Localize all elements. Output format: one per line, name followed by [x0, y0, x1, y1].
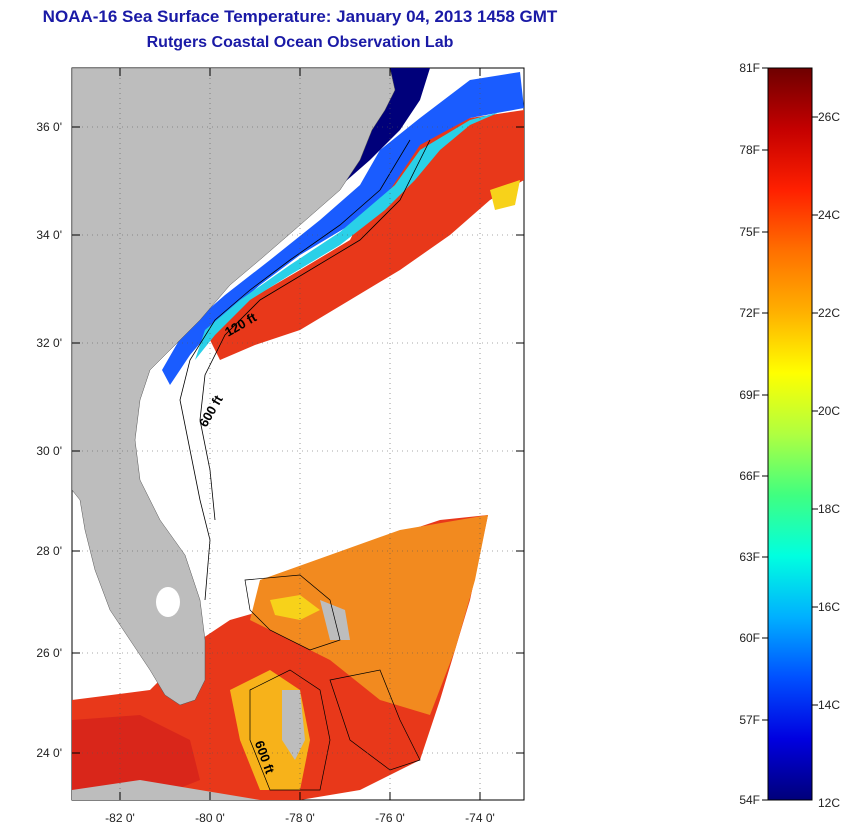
lat-label-24: 24 0' [36, 746, 62, 760]
colorbar-ticks [762, 67, 818, 801]
cb-f-81: 81F [739, 61, 760, 75]
colorbar-bar [767, 67, 813, 801]
sst-cyan-shelf [195, 112, 500, 360]
map-panel: 120 ft 600 ft 600 ft 36 0' 34 0' 32 0' 3… [36, 67, 525, 825]
lat-label-26: 26 0' [36, 646, 62, 660]
cb-c-18: 18C [818, 502, 840, 516]
land-andros [282, 690, 305, 760]
map-subtitle: Rutgers Coastal Ocean Observation Lab [146, 34, 454, 51]
lon-label-80: -80 0' [195, 811, 225, 825]
contour-bahamas-2 [249, 669, 331, 791]
cb-f-60: 60F [739, 631, 760, 645]
contour-bahamas [244, 574, 341, 651]
sst-yellow-patch-2 [490, 180, 520, 210]
cb-f-69: 69F [739, 388, 760, 402]
lat-label-28: 28 0' [36, 544, 62, 558]
sst-south-red-2 [72, 715, 200, 800]
cb-f-78: 78F [739, 143, 760, 157]
sst-south-orange [250, 515, 488, 715]
cb-f-63: 63F [739, 550, 760, 564]
cb-f-72: 72F [739, 306, 760, 320]
cb-c-26: 26C [818, 110, 840, 124]
contour-120ft [179, 139, 411, 601]
land-cuba [72, 780, 260, 800]
map-gridlines [72, 68, 524, 800]
cb-f-66: 66F [739, 469, 760, 483]
cb-f-54: 54F [739, 793, 760, 807]
cb-c-24: 24C [818, 208, 840, 222]
cb-c-20: 20C [818, 404, 840, 418]
lat-label-36: 36 0' [36, 120, 62, 134]
lon-label-82: -82 0' [105, 811, 135, 825]
colorbar: 81F 78F 75F 72F 69F 66F 63F 60F 57F 54F … [739, 61, 840, 810]
cb-c-14: 14C [818, 698, 840, 712]
contour-600ft [199, 139, 431, 521]
cb-f-75: 75F [739, 225, 760, 239]
land-mainland [72, 68, 396, 706]
lat-label-32: 32 0' [36, 336, 62, 350]
lat-label-30: 30 0' [36, 444, 62, 458]
sst-cool-coast [162, 72, 524, 385]
lat-label-34: 34 0' [36, 228, 62, 242]
cb-c-22: 22C [818, 306, 840, 320]
lat-tick-marks [72, 126, 524, 754]
lon-tick-marks [119, 68, 481, 800]
lon-label-78: -78 0' [285, 811, 315, 825]
cb-f-57: 57F [739, 713, 760, 727]
contour-exumas [329, 669, 421, 771]
lake-okeechobee [156, 587, 180, 617]
sst-yellow-patch [270, 595, 320, 620]
lon-label-74: -74 0' [465, 811, 495, 825]
map-title: NOAA-16 Sea Surface Temperature: January… [42, 7, 558, 26]
cb-c-16: 16C [818, 600, 840, 614]
lon-label-76: -76 0' [375, 811, 405, 825]
cb-c-12: 12C [818, 796, 840, 810]
